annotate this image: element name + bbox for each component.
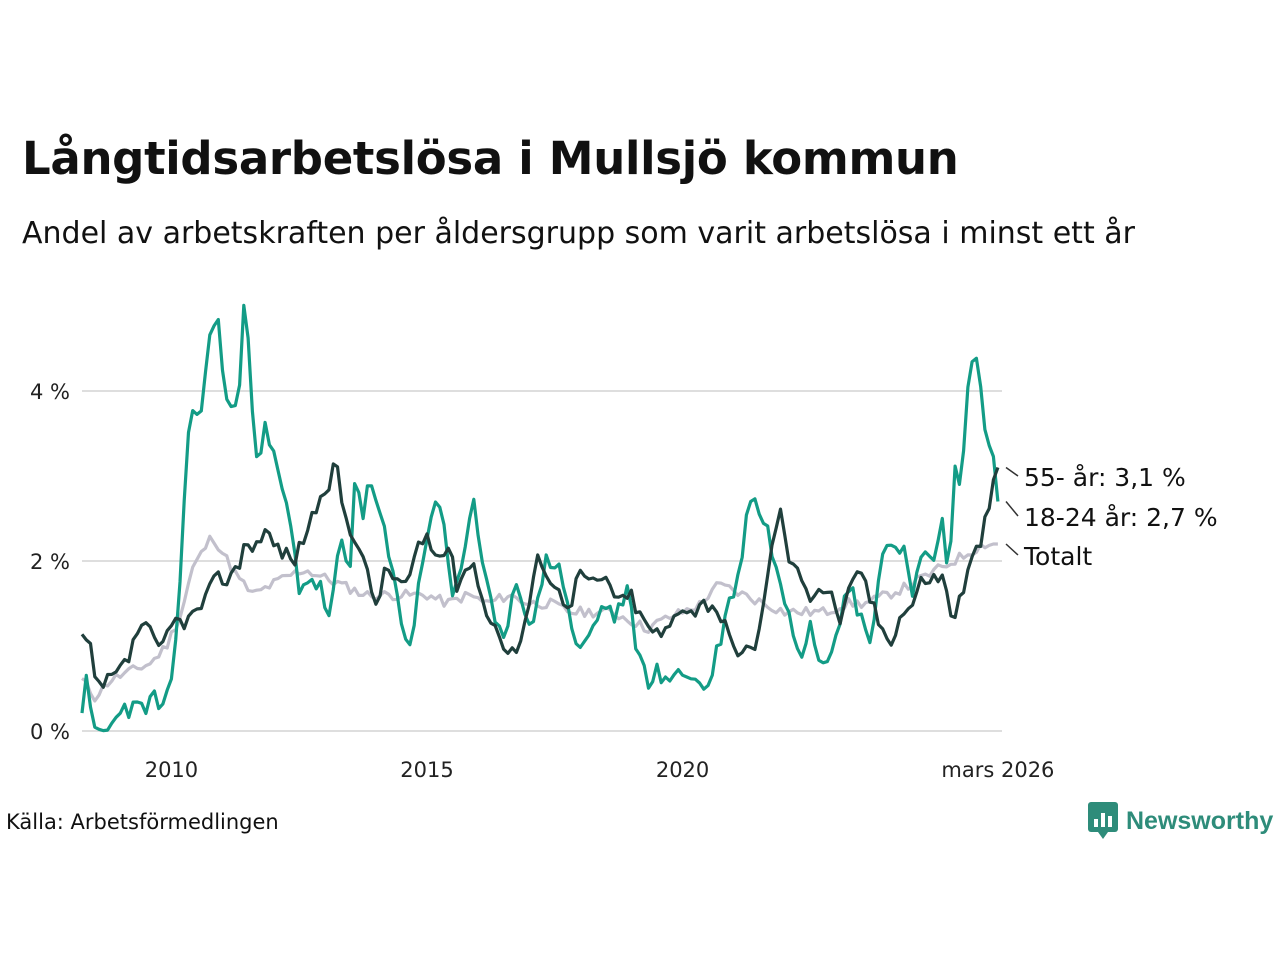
x-tick-label: mars 2026 — [941, 758, 1054, 782]
brand-name: Newsworthy — [1126, 806, 1274, 835]
x-tick-label: 2015 — [400, 758, 453, 782]
y-tick-label: 0 % — [30, 720, 70, 744]
chart-subtitle: Andel av arbetskraften per åldersgrupp s… — [22, 216, 1135, 251]
source-note: Källa: Arbetsförmedlingen — [6, 810, 279, 834]
end-labels: Totalt 18-24 år: 2,7 % 55- år: 3,1 % — [1005, 463, 1218, 571]
end-label-leader — [1005, 501, 1019, 517]
chart-title: Långtidsarbetslösa i Mullsjö kommun — [22, 132, 959, 185]
newsworthy-logo-icon — [1088, 802, 1118, 839]
x-tick-label: 2020 — [656, 758, 709, 782]
brand-logo: Newsworthy — [1088, 802, 1273, 840]
x-axis-ticks: 2010 2015 2020 mars 2026 — [145, 758, 1055, 782]
end-label: 18-24 år: 2,7 % — [1024, 503, 1218, 532]
series-lines — [80, 303, 1000, 733]
end-label: Totalt — [1023, 542, 1092, 571]
series-line-2 — [80, 462, 1000, 689]
x-tick-label: 2010 — [145, 758, 198, 782]
y-tick-label: 4 % — [30, 380, 70, 404]
end-label: 55- år: 3,1 % — [1024, 463, 1186, 492]
y-axis-ticks: 0 % 2 % 4 % — [30, 380, 70, 744]
series-line-1 — [80, 303, 1000, 733]
end-label-leader — [1005, 543, 1019, 556]
gridlines — [82, 390, 1002, 732]
end-label-leader — [1005, 466, 1019, 477]
y-tick-label: 2 % — [30, 550, 70, 574]
